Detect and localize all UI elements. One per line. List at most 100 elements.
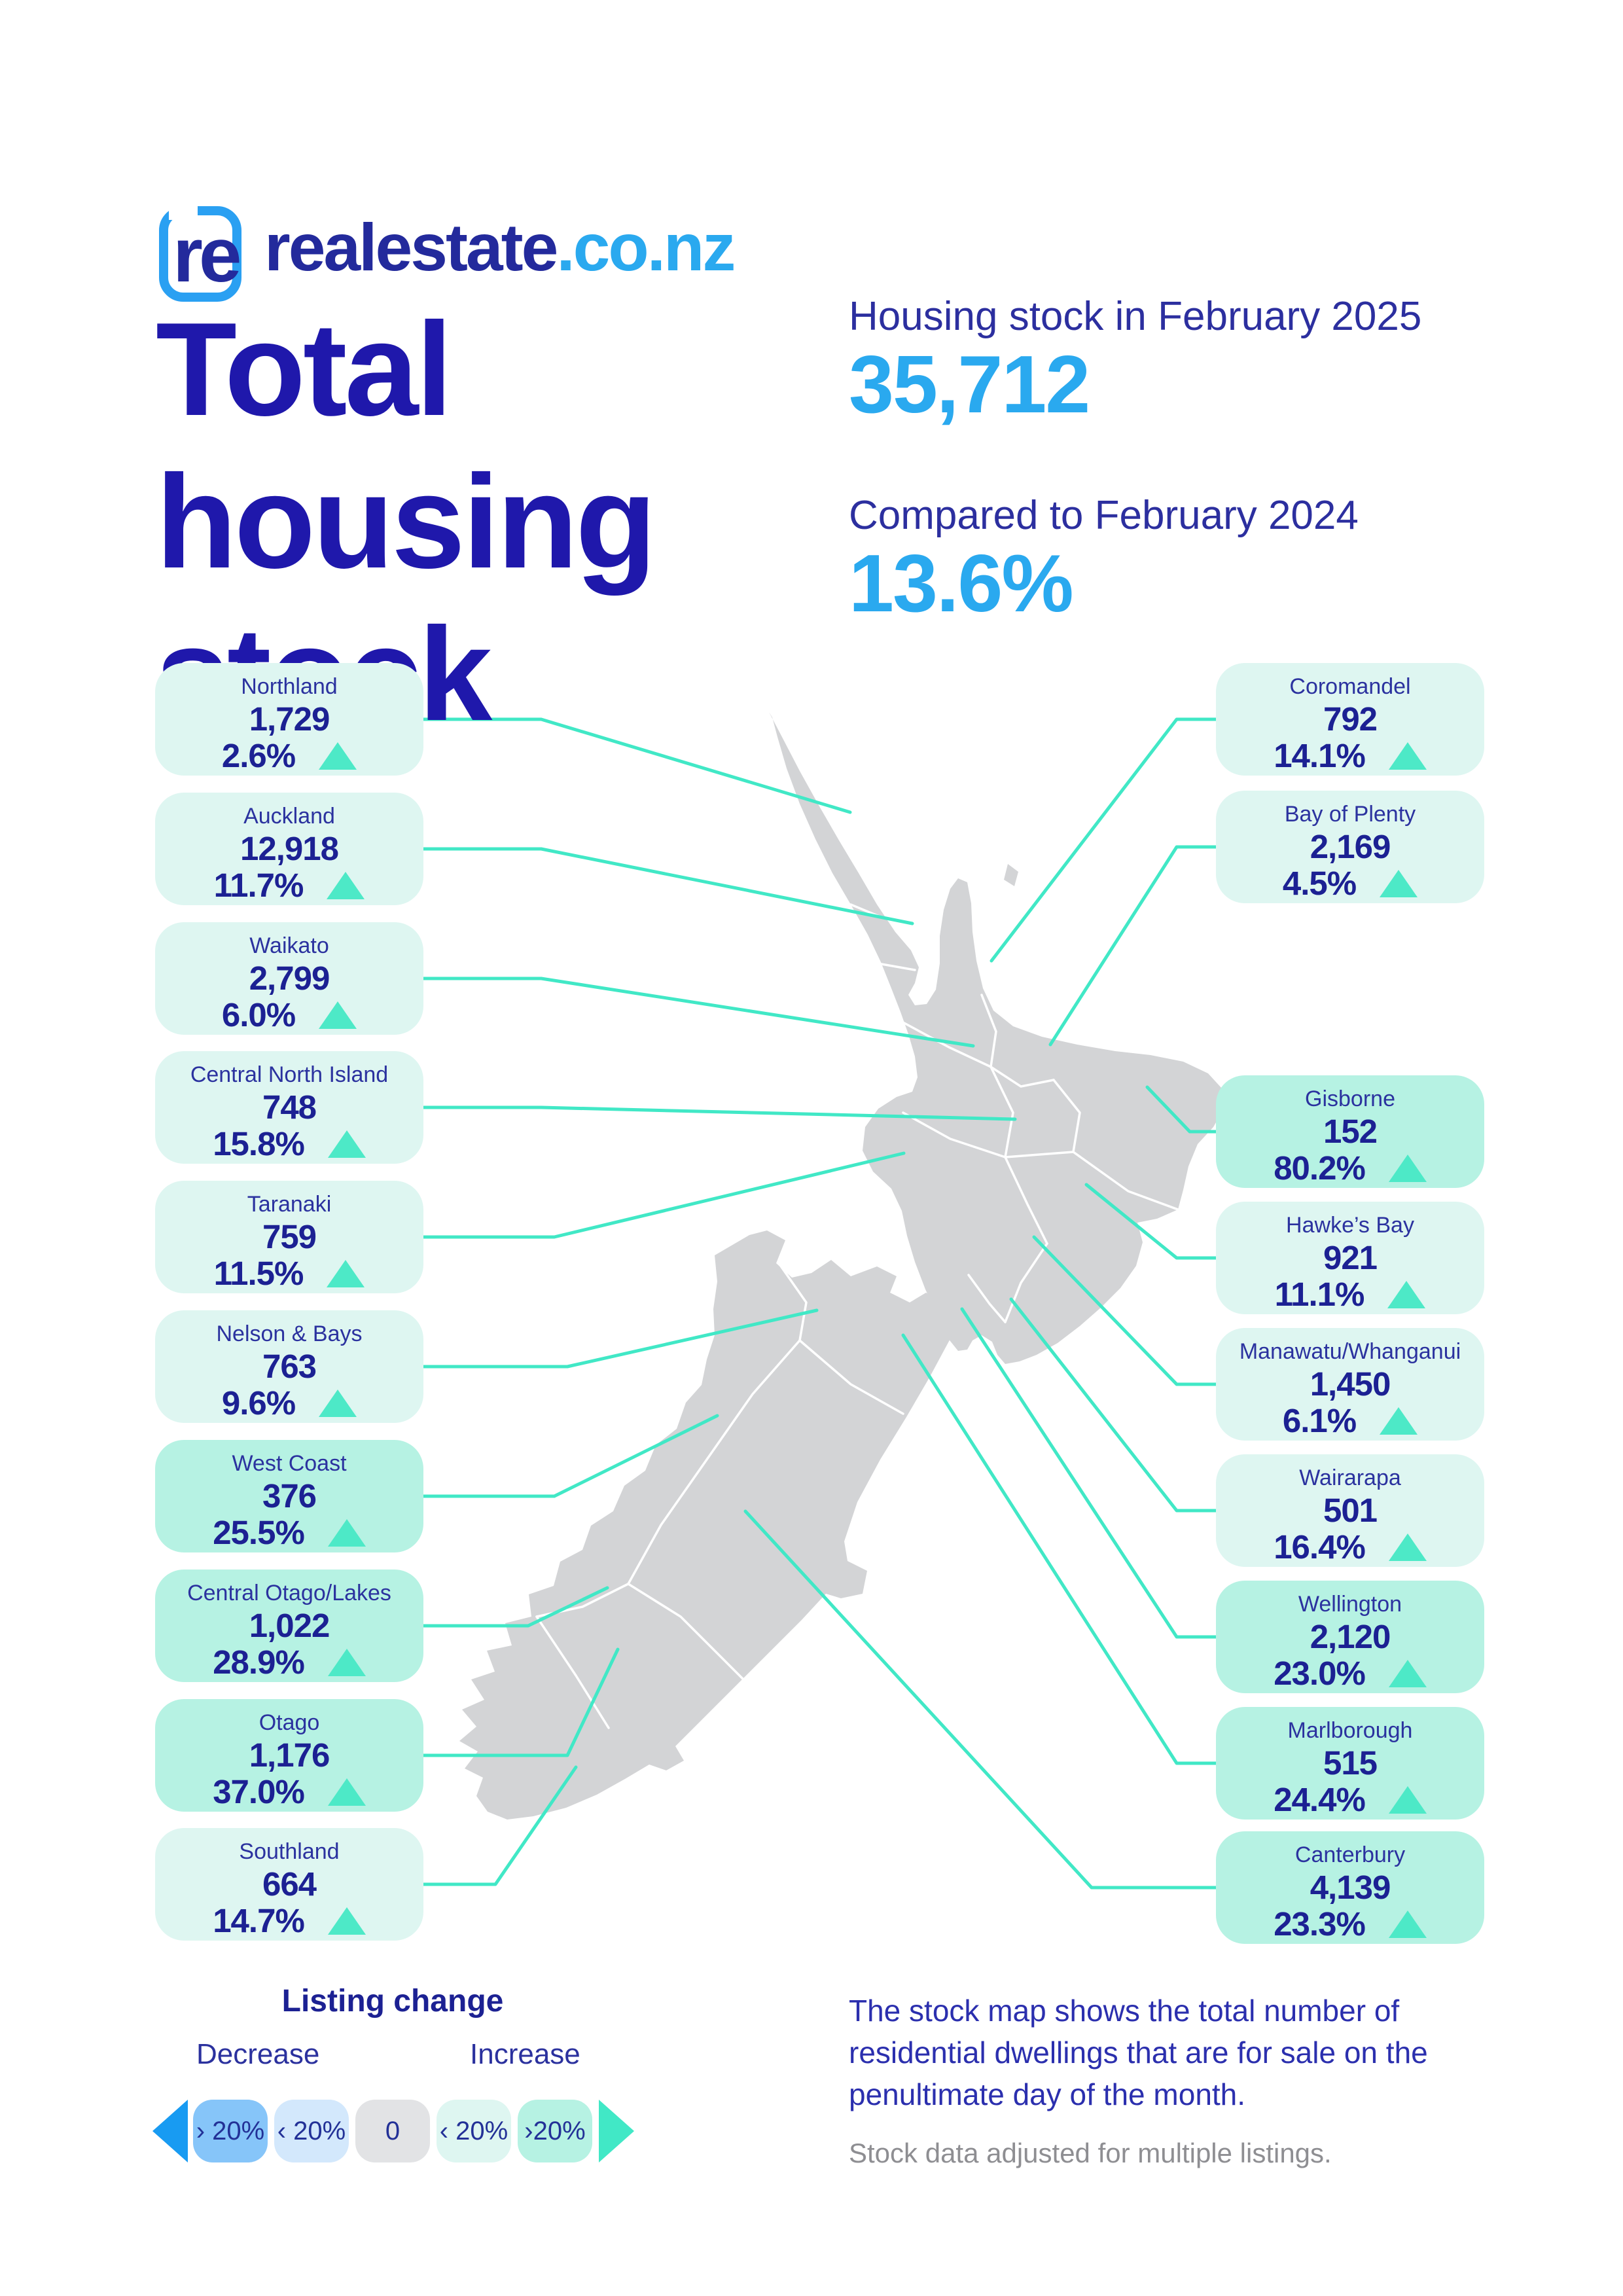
region-name: Canterbury (1294, 1842, 1406, 1867)
logo-wordmark: realestate.co.nz (264, 209, 736, 286)
realestate-logo: re realestate.co.nz (157, 191, 736, 306)
connector-line-waikato (421, 977, 975, 1048)
region-card-northland: Northland 1,729 2.6% (155, 663, 423, 776)
legend-scale: › 20% ‹ 20% 0 ‹ 20% ›20% (152, 2100, 634, 2162)
region-change-percent: 80.2% (1274, 1149, 1366, 1187)
connector-line-wellington (960, 1307, 1218, 1639)
region-name: Central Otago/Lakes (187, 1581, 391, 1605)
region-card-waikato: Waikato 2,799 6.0% (155, 922, 423, 1035)
great-barrier-island-shape (1004, 864, 1018, 886)
logo-wordmark-main: realestate (264, 210, 558, 285)
up-triangle-icon (1388, 742, 1427, 770)
legend-bin-0: › 20% (193, 2100, 268, 2162)
up-triangle-icon (327, 1778, 366, 1806)
connector-line-bay-of-plenty (1048, 845, 1218, 1047)
re-logo-icon: re (159, 204, 242, 302)
region-name: West Coast (232, 1451, 347, 1476)
region-card-southland: Southland 664 14.7% (155, 1828, 423, 1941)
connector-line-gisborne (1145, 1085, 1218, 1134)
region-change-percent: 15.8% (213, 1125, 305, 1162)
connector-line-canterbury (743, 1509, 1218, 1890)
region-name: Wellington (1298, 1592, 1402, 1617)
region-change-percent: 2.6% (221, 737, 296, 774)
legend-pills: › 20% ‹ 20% 0 ‹ 20% ›20% (193, 2100, 599, 2162)
connector-line-hawke-s-bay (1084, 1183, 1218, 1260)
footer-note: Stock data adjusted for multiple listing… (849, 2138, 1332, 2168)
up-triangle-icon (1388, 1660, 1427, 1687)
region-card-hawke-s-bay: Hawke’s Bay 921 11.1% (1216, 1202, 1484, 1314)
decrease-arrow-icon (152, 2100, 188, 2162)
legend-bin-1: ‹ 20% (274, 2100, 349, 2162)
legend-decrease-label: Decrease (196, 2038, 320, 2070)
up-triangle-icon (327, 1907, 366, 1935)
region-change-percent: 6.1% (1282, 1402, 1357, 1439)
region-card-wellington: Wellington 2,120 23.0% (1216, 1581, 1484, 1693)
up-triangle-icon (327, 1260, 365, 1287)
region-change-percent: 4.5% (1282, 865, 1357, 902)
legend-increase-label: Increase (470, 2038, 580, 2070)
up-triangle-icon (1380, 870, 1418, 897)
legend-bin-3: ‹ 20% (437, 2100, 511, 2162)
connector-line-southland (421, 1765, 578, 1886)
up-triangle-icon (1388, 1910, 1427, 1938)
north-island-shape (769, 712, 1224, 1364)
region-stock-count: 664 (262, 1865, 317, 1903)
region-name: Central North Island (190, 1062, 389, 1087)
compare-label: Compared to February 2024 (849, 493, 1359, 538)
region-stock-count: 501 (1323, 1492, 1378, 1529)
connector-line-wairarapa (1009, 1297, 1218, 1513)
legend-bin-4: ›20% (518, 2100, 592, 2162)
south-island-shape (459, 1230, 955, 1820)
region-stock-count: 2,799 (249, 960, 330, 997)
region-card-marlborough: Marlborough 515 24.4% (1216, 1707, 1484, 1820)
logo-wordmark-suffix: .co.nz (556, 210, 736, 285)
region-card-nelson-bays: Nelson & Bays 763 9.6% (155, 1310, 423, 1423)
region-card-wairarapa: Wairarapa 501 16.4% (1216, 1454, 1484, 1567)
connector-lines (421, 717, 1218, 1890)
connector-line-west-coast (421, 1414, 719, 1498)
region-change-percent: 6.0% (221, 996, 296, 1033)
region-name: Auckland (243, 804, 335, 829)
region-name: Hawke’s Bay (1286, 1213, 1414, 1238)
connector-line-auckland (421, 847, 914, 925)
up-triangle-icon (327, 1130, 366, 1158)
up-triangle-icon (1380, 1407, 1418, 1435)
up-triangle-icon (1388, 1786, 1427, 1814)
region-card-auckland: Auckland 12,918 11.7% (155, 793, 423, 905)
region-card-central-north-island: Central North Island 748 15.8% (155, 1051, 423, 1164)
region-change-percent: 11.5% (213, 1255, 304, 1292)
up-triangle-icon (327, 1519, 366, 1547)
svg-text:re: re (173, 212, 240, 298)
region-card-taranaki: Taranaki 759 11.5% (155, 1181, 423, 1293)
connector-line-manawatu-whanganui (1032, 1235, 1218, 1386)
connector-line-coromandel (990, 717, 1218, 963)
connector-line-central-otago-lakes (421, 1586, 609, 1628)
region-stock-count: 1,450 (1310, 1365, 1391, 1403)
region-stock-count: 792 (1323, 700, 1378, 738)
up-triangle-icon (1387, 1281, 1426, 1308)
up-triangle-icon (319, 742, 357, 770)
region-stock-count: 2,120 (1310, 1618, 1391, 1655)
legend-title: Listing change (281, 1984, 504, 2018)
up-triangle-icon (319, 1001, 357, 1029)
region-card-coromandel: Coromandel 792 14.1% (1216, 663, 1484, 776)
region-name: Nelson & Bays (216, 1321, 363, 1346)
legend-bin-2: 0 (355, 2100, 430, 2162)
region-stock-count: 921 (1323, 1239, 1378, 1276)
region-stock-count: 515 (1323, 1744, 1378, 1782)
connector-line-northland (421, 717, 852, 814)
region-name: Northland (241, 674, 338, 699)
region-change-percent: 23.0% (1274, 1655, 1366, 1692)
connector-line-central-north-island (421, 1105, 1017, 1121)
region-stock-count: 2,169 (1310, 828, 1391, 865)
region-name: Taranaki (247, 1192, 332, 1217)
region-change-percent: 14.1% (1274, 737, 1366, 774)
compare-value: 13.6% (849, 539, 1074, 629)
region-change-percent: 28.9% (213, 1643, 305, 1681)
region-card-central-otago-lakes: Central Otago/Lakes 1,022 28.9% (155, 1570, 423, 1682)
region-change-percent: 23.3% (1274, 1905, 1366, 1943)
region-name: Gisborne (1305, 1086, 1395, 1111)
region-name: Bay of Plenty (1284, 802, 1416, 827)
